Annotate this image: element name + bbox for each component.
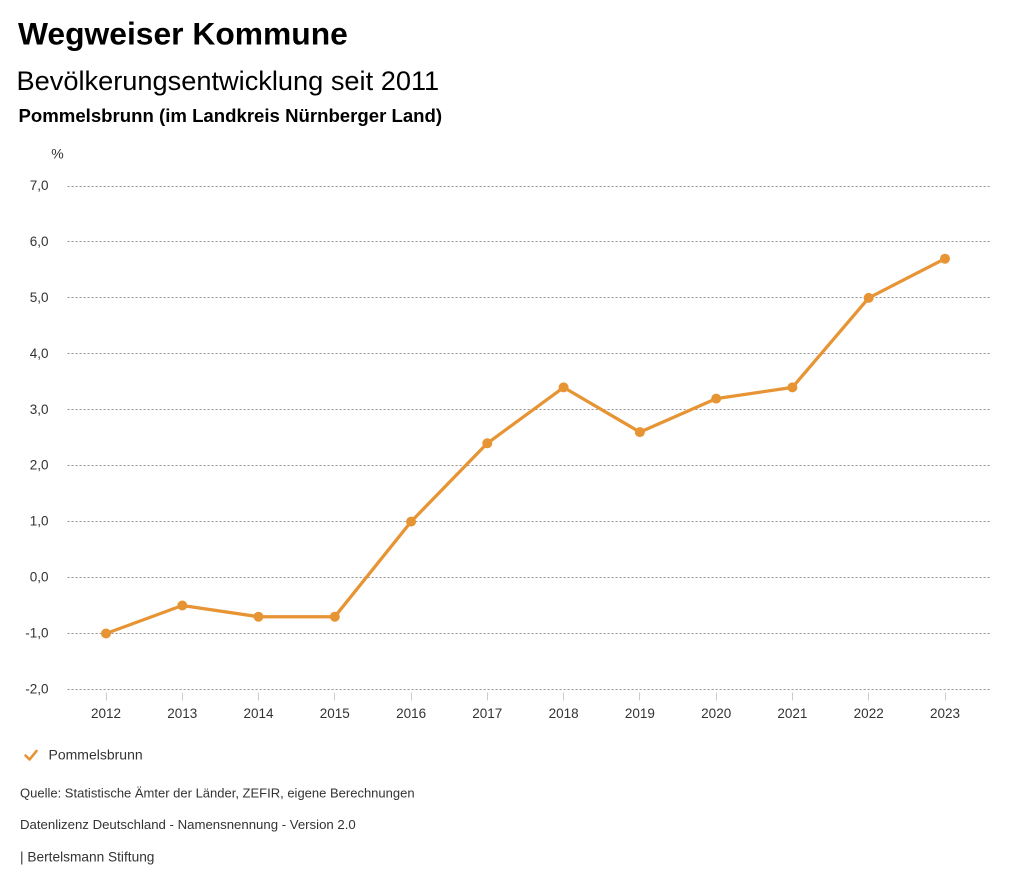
svg-text:5,0: 5,0: [30, 290, 49, 305]
svg-text:Bevölkerungsentwicklung seit 2: Bevölkerungsentwicklung seit 2011: [17, 65, 440, 96]
svg-text:2015: 2015: [320, 706, 350, 721]
svg-text:2023: 2023: [930, 706, 960, 721]
svg-text:-1,0: -1,0: [25, 626, 48, 641]
svg-text:1,0: 1,0: [30, 514, 49, 529]
svg-text:| Bertelsmann Stiftung: | Bertelsmann Stiftung: [20, 850, 154, 865]
svg-text:7,0: 7,0: [30, 178, 49, 193]
svg-text:Pommelsbrunn: Pommelsbrunn: [49, 747, 143, 763]
svg-text:2020: 2020: [701, 706, 731, 721]
svg-text:Wegweiser Kommune: Wegweiser Kommune: [18, 16, 348, 52]
svg-text:2017: 2017: [472, 706, 502, 721]
svg-text:2012: 2012: [91, 706, 121, 721]
svg-text:-2,0: -2,0: [25, 681, 48, 696]
svg-text:3,0: 3,0: [30, 402, 49, 417]
svg-text:2016: 2016: [396, 706, 426, 721]
svg-text:2019: 2019: [625, 706, 655, 721]
svg-text:0,0: 0,0: [30, 570, 49, 585]
svg-text:2,0: 2,0: [30, 458, 49, 473]
svg-text:Quelle: Statistische Ämter der: Quelle: Statistische Ämter der Länder, Z…: [20, 786, 415, 801]
svg-text:Datenlizenz Deutschland - Name: Datenlizenz Deutschland - Namensnennung …: [20, 817, 356, 832]
svg-text:4,0: 4,0: [30, 346, 49, 361]
svg-text:2018: 2018: [549, 706, 579, 721]
svg-text:2014: 2014: [243, 706, 274, 721]
svg-text:2021: 2021: [777, 706, 807, 721]
svg-text:%: %: [51, 146, 63, 162]
svg-text:2013: 2013: [167, 706, 197, 721]
svg-text:2022: 2022: [854, 706, 884, 721]
svg-text:Pommelsbrunn (im Landkreis Nür: Pommelsbrunn (im Landkreis Nürnberger La…: [19, 105, 443, 126]
svg-text:6,0: 6,0: [30, 234, 49, 249]
